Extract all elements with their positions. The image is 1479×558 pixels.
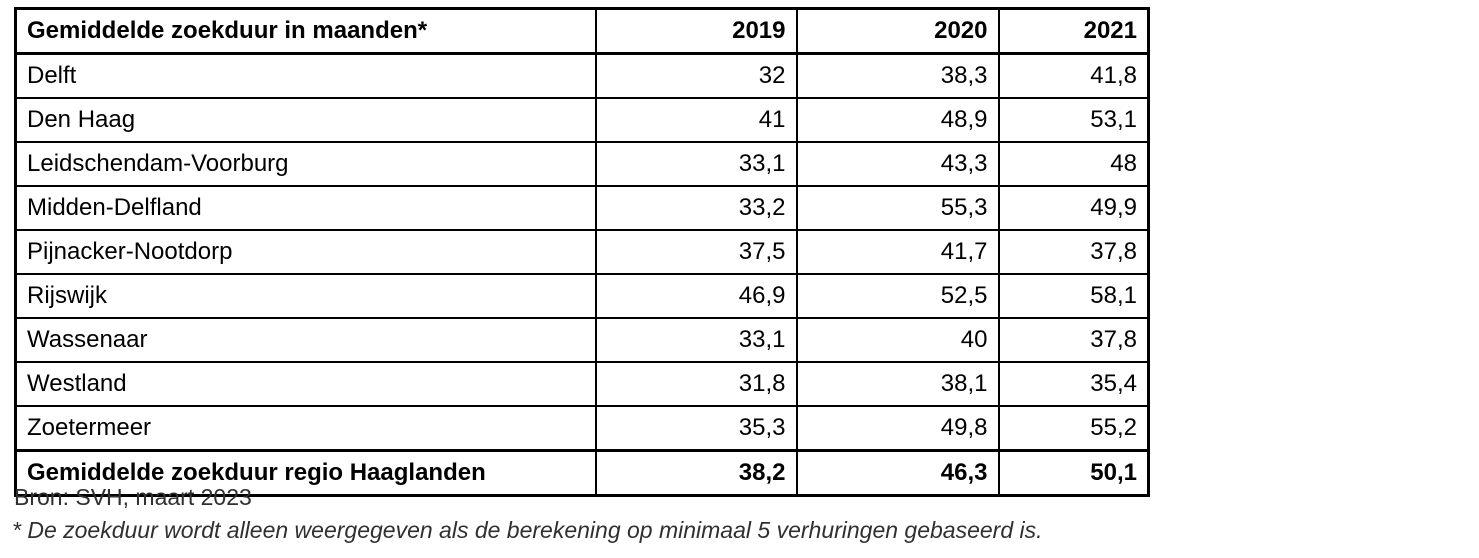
table-row-leidschendam-voorburg: Leidschendam-Voorburg 33,1 43,3 48: [14, 141, 1150, 187]
total-value-2021: 50,1: [997, 449, 1150, 497]
municipality-label: Leidschendam-Voorburg: [14, 141, 597, 187]
zoekduur-table: Gemiddelde zoekduur in maanden* 2019 202…: [14, 7, 1150, 497]
value-2019: 37,5: [594, 229, 798, 275]
value-2020: 48,9: [795, 97, 1000, 143]
value-2020: 43,3: [795, 141, 1000, 187]
municipality-label: Den Haag: [14, 97, 597, 143]
year-header-2019: 2019: [594, 7, 798, 55]
value-2019: 31,8: [594, 361, 798, 407]
value-2021: 49,9: [997, 185, 1150, 231]
value-2021: 53,1: [997, 97, 1150, 143]
value-2019: 33,2: [594, 185, 798, 231]
value-2020: 40: [795, 317, 1000, 363]
municipality-label: Delft: [14, 52, 597, 99]
value-2020: 41,7: [795, 229, 1000, 275]
value-2020: 38,1: [795, 361, 1000, 407]
total-value-2019: 38,2: [594, 449, 798, 497]
value-2019: 33,1: [594, 141, 798, 187]
table-total-row: Gemiddelde zoekduur regio Haaglanden 38,…: [14, 449, 1150, 497]
value-2021: 37,8: [997, 229, 1150, 275]
value-2021: 37,8: [997, 317, 1150, 363]
value-2021: 55,2: [997, 405, 1150, 452]
table-row-midden-delfland: Midden-Delfland 33,2 55,3 49,9: [14, 185, 1150, 231]
municipality-label: Midden-Delfland: [14, 185, 597, 231]
municipality-label: Rijswijk: [14, 273, 597, 319]
municipality-label: Zoetermeer: [14, 405, 597, 452]
table-header-row: Gemiddelde zoekduur in maanden* 2019 202…: [14, 7, 1150, 55]
municipality-label: Westland: [14, 361, 597, 407]
table-row-delft: Delft 32 38,3 41,8: [14, 52, 1150, 99]
year-header-2020: 2020: [795, 7, 1000, 55]
value-2019: 46,9: [594, 273, 798, 319]
value-2020: 38,3: [795, 52, 1000, 99]
table-row-zoetermeer: Zoetermeer 35,3 49,8 55,2: [14, 405, 1150, 452]
footnote: * De zoekduur wordt alleen weergegeven a…: [12, 517, 1043, 543]
value-2019: 32: [594, 52, 798, 99]
source-note: Bron: SVH, maart 2023: [14, 484, 252, 510]
value-2021: 48: [997, 141, 1150, 187]
table-row-rijswijk: Rijswijk 46,9 52,5 58,1: [14, 273, 1150, 319]
value-2020: 52,5: [795, 273, 1000, 319]
table-title: Gemiddelde zoekduur in maanden*: [14, 7, 597, 55]
value-2019: 35,3: [594, 405, 798, 452]
value-2020: 49,8: [795, 405, 1000, 452]
municipality-label: Wassenaar: [14, 317, 597, 363]
total-value-2020: 46,3: [795, 449, 1000, 497]
table-row-den-haag: Den Haag 41 48,9 53,1: [14, 97, 1150, 143]
value-2021: 41,8: [997, 52, 1150, 99]
value-2019: 41: [594, 97, 798, 143]
value-2021: 35,4: [997, 361, 1150, 407]
value-2019: 33,1: [594, 317, 798, 363]
value-2021: 58,1: [997, 273, 1150, 319]
value-2020: 55,3: [795, 185, 1000, 231]
total-row-label: Gemiddelde zoekduur regio Haaglanden: [14, 449, 597, 497]
municipality-label: Pijnacker-Nootdorp: [14, 229, 597, 275]
table-row-wassenaar: Wassenaar 33,1 40 37,8: [14, 317, 1150, 363]
table-row-westland: Westland 31,8 38,1 35,4: [14, 361, 1150, 407]
year-header-2021: 2021: [997, 7, 1150, 55]
table-row-pijnacker-nootdorp: Pijnacker-Nootdorp 37,5 41,7 37,8: [14, 229, 1150, 275]
